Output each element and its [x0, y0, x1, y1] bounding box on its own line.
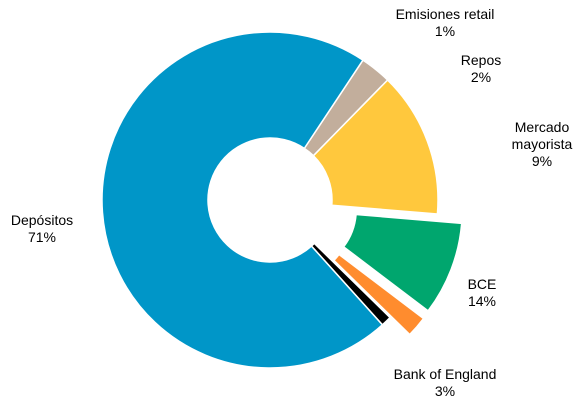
- category-label: Emisiones retail: [396, 6, 495, 22]
- data-label-mercado-mayorista: Mercado mayorista 9%: [512, 119, 573, 169]
- data-label-bank-of-england: Bank of England 3%: [394, 366, 497, 399]
- value-label: 14%: [468, 293, 496, 309]
- value-label: 1%: [435, 23, 455, 39]
- slice-repos: [332, 253, 425, 336]
- slice-bce: [312, 78, 439, 215]
- data-label-emisiones-retail: Emisiones retail 1%: [396, 6, 495, 39]
- category-label: mayorista: [512, 136, 573, 152]
- category-label: Mercado: [515, 119, 570, 135]
- category-label: Depósitos: [11, 212, 73, 228]
- slice-depositos: [101, 31, 384, 369]
- slices: [101, 31, 463, 369]
- category-label: BCE: [468, 276, 497, 292]
- slice-mercado-mayorista: [342, 213, 463, 312]
- value-label: 3%: [435, 383, 455, 399]
- labels: Emisiones retail 1% Repos 2% Mercado mayorist…: [11, 6, 573, 399]
- value-label: 2%: [471, 69, 491, 85]
- category-label: Bank of England: [394, 366, 497, 382]
- data-label-depositos: Depósitos 71%: [11, 212, 73, 245]
- value-label: 9%: [532, 153, 552, 169]
- data-label-repos: Repos 2%: [461, 52, 501, 85]
- category-label: Repos: [461, 52, 501, 68]
- value-label: 71%: [28, 229, 56, 245]
- data-label-bce: BCE 14%: [468, 276, 497, 309]
